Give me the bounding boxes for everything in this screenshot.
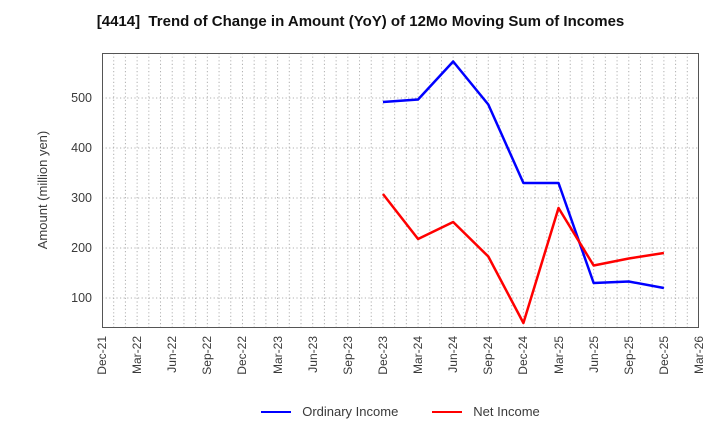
x-tick-label: Sep-23 [340,336,355,375]
legend-item-ordinary-income: Ordinary Income [261,404,398,419]
x-tick-label: Mar-26 [692,336,706,375]
plot-border [102,53,699,328]
y-tick-label: 100 [71,290,92,305]
x-tick-label: Dec-24 [516,336,531,375]
y-tick-label: 400 [71,140,92,155]
x-tick-label: Mar-23 [270,336,285,375]
x-tick-label: Jun-24 [446,336,461,373]
x-tick-label: Dec-21 [95,336,109,375]
x-tick-label: Jun-25 [586,336,601,373]
gridlines [102,53,699,328]
legend: Ordinary Income Net Income [102,404,699,419]
x-tick-label: Mar-22 [130,336,145,375]
x-tick-label: Jun-22 [165,336,180,373]
x-tick-label: Sep-24 [481,336,496,375]
x-tick-label: Dec-23 [375,336,390,375]
x-tick-label: Dec-22 [235,336,250,375]
legend-line-net-income-icon [432,410,463,413]
x-tick-label: Sep-22 [200,336,215,375]
x-tick-label: Dec-25 [656,336,671,375]
y-tick-label: 300 [71,190,92,205]
x-tick-label: Jun-23 [305,336,320,373]
legend-item-net-income: Net Income [432,404,540,419]
series-lines [381,60,665,325]
x-tick-label: Sep-25 [621,336,636,375]
chart-title: [4414] Trend of Change in Amount (YoY) o… [96,13,625,30]
legend-label-net-income: Net Income [473,404,540,419]
plot-area [102,53,699,328]
x-tick-label: Mar-24 [411,336,426,375]
x-tick-label: Mar-25 [551,336,566,375]
y-tick-label: 500 [71,90,92,105]
series-line-net-income [381,193,665,325]
legend-label-ordinary-income: Ordinary Income [302,404,399,419]
legend-line-ordinary-income-icon [261,410,292,413]
y-tick-label: 200 [71,240,92,255]
series-line-ordinary-income [382,60,665,290]
